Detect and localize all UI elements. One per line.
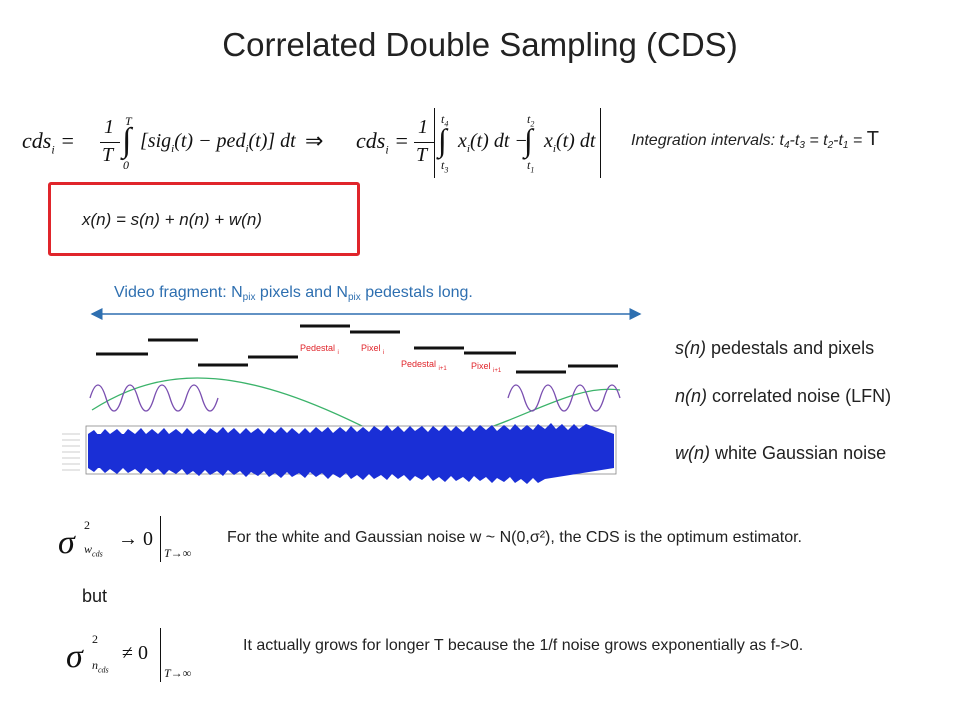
integral-sign-1: ∫ (438, 122, 447, 158)
legend-signal: s(n) pedestals and pixels (675, 338, 875, 358)
cds-symbol: cds (22, 128, 52, 153)
white-noise-note: For the white and Gaussian noise w ~ N(0… (227, 529, 802, 546)
pedestal-i1-label: Pedestal i+1 (401, 359, 447, 372)
upper-limit: T (125, 114, 132, 128)
video-fragment-label: Video fragment: Npix pixels and Npix ped… (114, 284, 473, 303)
frac-denominator: T (102, 144, 114, 166)
lfn-growth-note: It actually grows for longer T because t… (243, 637, 804, 654)
waveform-figure (62, 308, 642, 484)
integral-sign-2: ∫ (524, 122, 533, 158)
but-text: but (82, 586, 108, 606)
lfn-purple-sine-right (507, 384, 621, 412)
pedestal-i-label: Pedestal i (300, 343, 339, 356)
sigma-wcds-limit: σ 2 wcds → 0 T→∞ (58, 516, 192, 562)
legend-correlated-noise: n(n) correlated noise (LFN) (675, 386, 892, 406)
lfn-purple-sine-left (89, 384, 219, 412)
integration-intervals: Integration intervals: t4-t3 = t2-t1 = T (631, 128, 879, 151)
pedestal-pixel-steps (96, 324, 618, 374)
signal-model-box (48, 182, 360, 256)
signal-model-equation: x(n) = s(n) + n(n) + w(n) (82, 210, 262, 229)
lower-limit: 0 (123, 158, 129, 172)
cds-formula-right: cdsi = 1 T t4 ∫ t3 xi(t) dt − t2 ∫ t1 xi… (356, 108, 616, 180)
frac-numerator: 1 (104, 116, 114, 138)
implies-arrow: ⇒ (305, 128, 324, 153)
sigma-ncds-limit: σ 2 ncds ≠ 0 T→∞ (66, 628, 216, 684)
legend-white-noise: w(n) white Gaussian noise (675, 443, 887, 463)
pixel-i1-label: Pixel i+1 (471, 361, 502, 374)
cds-formula-left: cdsi = 1 T T ∫ 0 [sigi(t) − pedi(t)] dt (22, 114, 296, 172)
page-title: Correlated Double Sampling (CDS) (222, 26, 738, 63)
integral-sign: ∫ (122, 122, 132, 159)
white-noise-plot (62, 423, 617, 484)
pixel-i-label: Pixel i (361, 343, 385, 356)
